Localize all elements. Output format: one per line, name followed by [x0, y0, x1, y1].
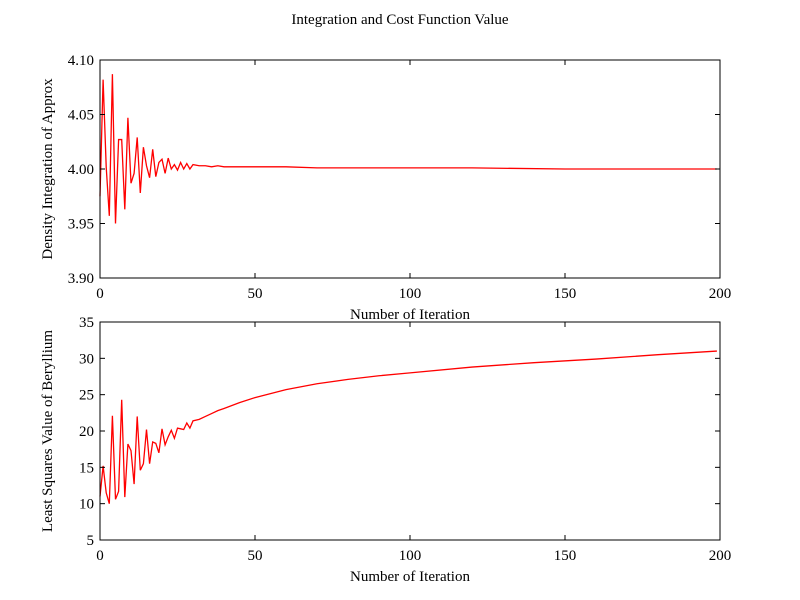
density-integration-panel: 0 50 100 150 200 3.90 3.95 4.00 4.05 4.10 Number o…: [40, 53, 731, 323]
least-squares-y-tick-label: 15: [79, 460, 94, 476]
least-squares-y-tick-label: 20: [79, 424, 94, 440]
density-y-axis-label: Density Integration of Approx: [40, 78, 56, 260]
density-y-tick-label: 4.00: [68, 162, 94, 178]
least-squares-x-tick-label: 100: [399, 548, 422, 564]
density-x-tick-label: 100: [399, 286, 422, 302]
least-squares-x-tick-label: 200: [709, 548, 732, 564]
least-squares-x-tick-label: 150: [554, 548, 577, 564]
least-squares-y-tick-label: 5: [87, 533, 95, 549]
density-x-axis-label: Number of Iteration: [350, 307, 470, 323]
least-squares-y-tick-label: 30: [79, 351, 94, 367]
density-y-tick-label: 3.90: [68, 271, 94, 287]
density-y-tick-label: 4.10: [68, 53, 94, 69]
density-y-tick-label: 3.95: [68, 217, 94, 233]
least-squares-series-line-0: [99, 350, 717, 504]
figure-title: Integration and Cost Function Value: [291, 12, 509, 28]
least-squares-x-tick-label: 0: [96, 548, 104, 564]
least-squares-y-tick-label: 35: [79, 315, 94, 331]
density-x-tick-label: 150: [554, 286, 577, 302]
density-series-line-0: [99, 74, 717, 224]
density-x-tick-label: 50: [248, 286, 263, 302]
density-y-tick-label: 4.05: [68, 108, 94, 124]
least-squares-y-tick-label: 25: [79, 388, 94, 404]
least-squares-x-tick-label: 50: [248, 548, 263, 564]
least-squares-y-tick-label: 10: [79, 497, 94, 513]
least-squares-x-axis-label: Number of Iteration: [350, 569, 470, 585]
density-x-tick-label: 0: [96, 286, 104, 302]
density-x-tick-label: 200: [709, 286, 732, 302]
least-squares-y-axis-label: Least Squares Value of Beryllium: [40, 330, 56, 533]
least-squares-panel: 0 50 100 150 200 5 10 15 20 25 30 35 Number of Itera…: [40, 315, 731, 585]
